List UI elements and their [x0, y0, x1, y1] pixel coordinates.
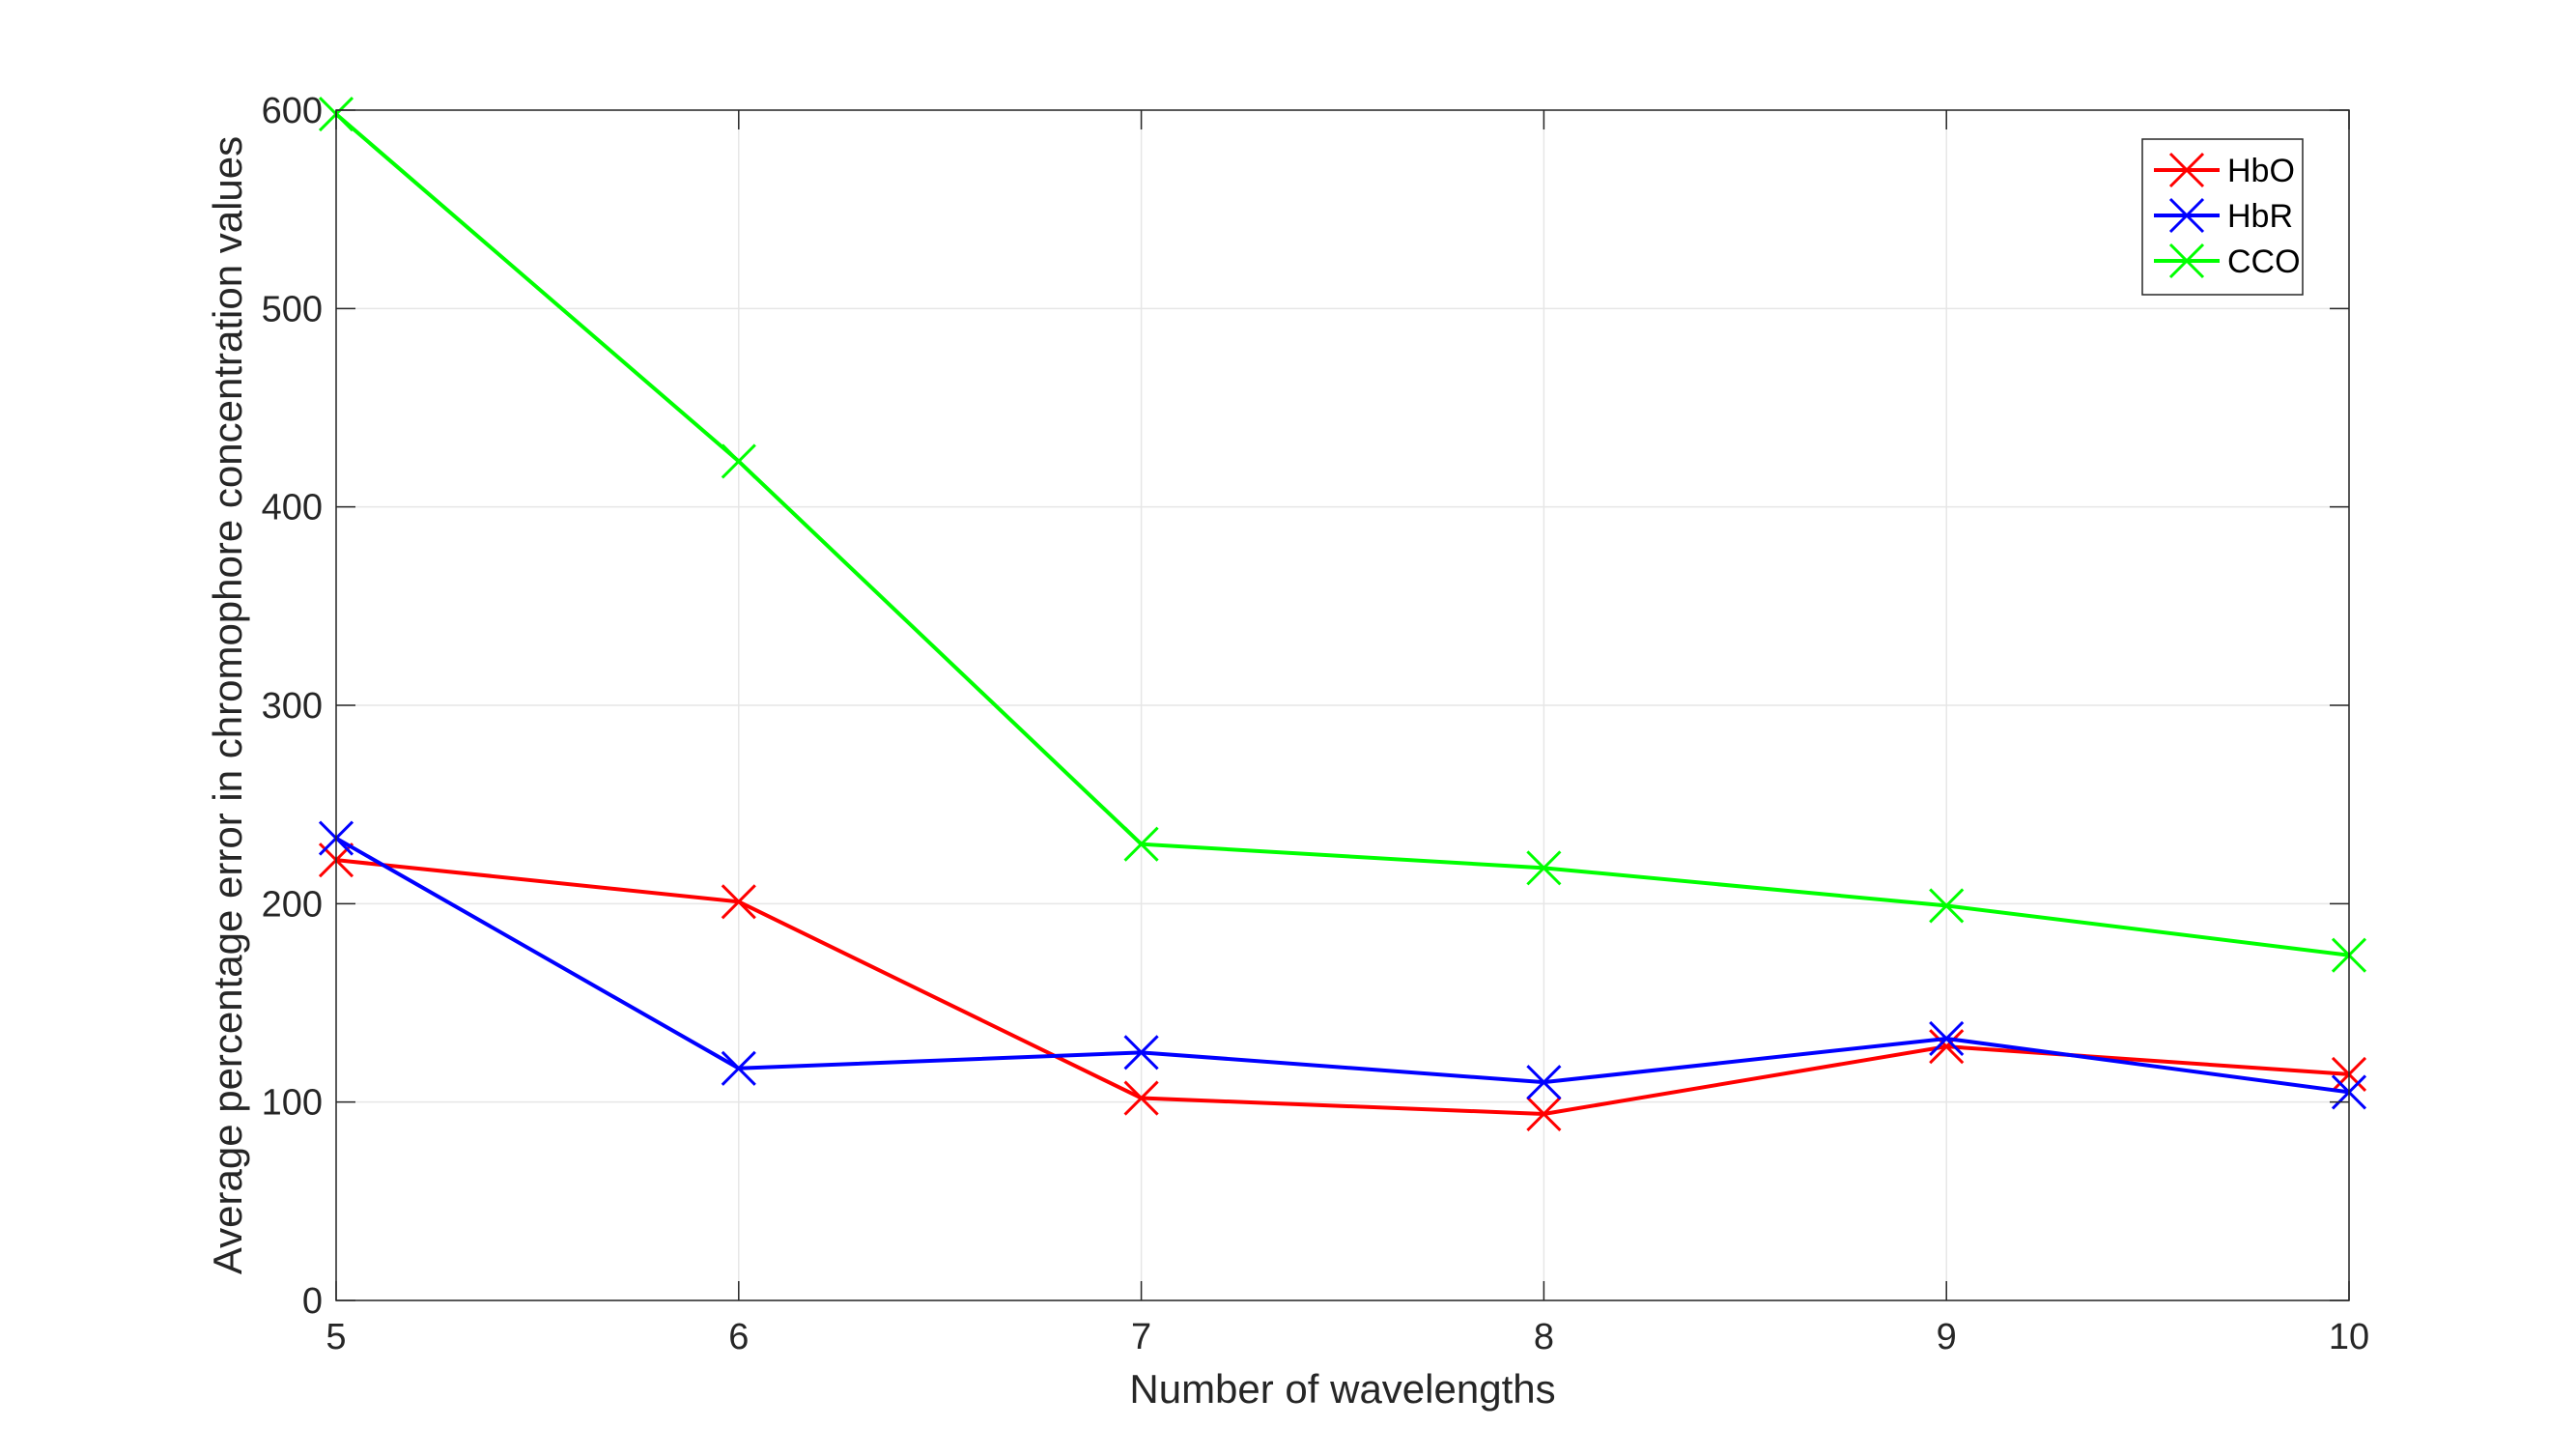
- y-tick-label: 200: [262, 884, 323, 925]
- data-point-hbo: [1929, 1029, 1965, 1065]
- x-tick-label: 9: [1937, 1317, 1957, 1357]
- y-tick-label: 300: [262, 686, 323, 727]
- legend: HbO HbR CCO: [2141, 138, 2304, 296]
- data-point-cco: [1929, 888, 1965, 924]
- series-lines: [318, 97, 2367, 1132]
- series-line-hbo: [335, 858, 2350, 1116]
- data-point-cco: [1526, 850, 1562, 886]
- legend-label-hbo: HbO: [2227, 153, 2295, 189]
- legend-label-hbr: HbR: [2227, 198, 2293, 235]
- x-tick-label: 10: [2329, 1317, 2369, 1357]
- data-point-hbr: [721, 1050, 756, 1086]
- data-point-hbr: [1929, 1020, 1965, 1057]
- data-point-cco: [721, 443, 756, 479]
- x-tick-label: 8: [1534, 1317, 1554, 1357]
- data-point-hbr: [1123, 1035, 1159, 1071]
- data-point-cco: [1123, 826, 1159, 862]
- data-point-hbo: [721, 884, 756, 920]
- series-line-hbr: [335, 836, 2350, 1095]
- x-tick-label: 5: [326, 1317, 346, 1357]
- legend-marker-hbr: [2168, 197, 2205, 234]
- y-axis-label: Average percentage error in chromophore …: [205, 136, 250, 1274]
- y-tick-label: 400: [262, 488, 323, 528]
- series-line-cco: [334, 112, 2350, 957]
- legend-label-cco: CCO: [2227, 243, 2301, 280]
- legend-marker-cco: [2168, 243, 2205, 279]
- y-tick-label: 100: [262, 1083, 323, 1124]
- x-tick-label: 7: [1131, 1317, 1151, 1357]
- data-point-hbr: [1526, 1065, 1562, 1100]
- x-axis-label: Number of wavelengths: [1129, 1366, 1555, 1412]
- data-point-hbo: [1526, 1096, 1562, 1132]
- y-tick-label: 600: [262, 91, 323, 131]
- x-tick-label: 6: [728, 1317, 749, 1357]
- y-tick-label: 0: [302, 1281, 323, 1322]
- data-point-hbo: [1123, 1080, 1159, 1116]
- legend-marker-hbo: [2168, 152, 2205, 188]
- y-tick-label: 500: [262, 289, 323, 329]
